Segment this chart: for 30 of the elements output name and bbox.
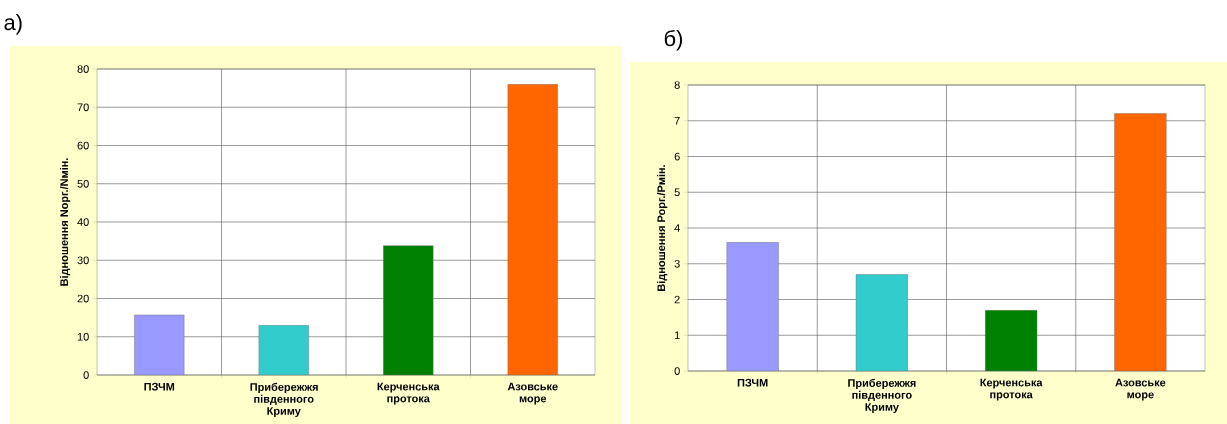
y-tick-label: 7 bbox=[674, 117, 680, 125]
y-axis-title: Відношення Nорг./Nмін. bbox=[59, 158, 71, 286]
x-tick-label: Азовське море bbox=[507, 382, 558, 405]
x-tick-label: ПЗЧМ bbox=[144, 382, 175, 391]
y-tick-label: 4 bbox=[674, 224, 680, 232]
y-tick-label: 40 bbox=[77, 218, 89, 226]
y-tick-label: 60 bbox=[77, 141, 89, 150]
y-tick-label: 1 bbox=[674, 331, 680, 340]
y-tick-label: 50 bbox=[77, 179, 89, 188]
chart-title: а) bbox=[4, 14, 22, 35]
y-tick-label: 10 bbox=[77, 332, 89, 341]
x-tick-label: Прибережжя південного Криму bbox=[848, 378, 916, 413]
y-tick-label: 5 bbox=[674, 188, 680, 197]
y-tick-label: 80 bbox=[77, 65, 89, 73]
x-tick-label: Прибережжя південного Криму bbox=[250, 382, 318, 417]
y-tick-label: 20 bbox=[77, 294, 89, 303]
chart-title: б) bbox=[664, 29, 683, 51]
y-tick-label: 2 bbox=[674, 295, 680, 304]
y-tick-label: 6 bbox=[674, 152, 680, 161]
y-axis-title: Відношення Рорг./Рмін. bbox=[657, 165, 668, 291]
x-tick-label: Керченська протока bbox=[377, 382, 440, 405]
x-tick-label: Керченська протока bbox=[980, 378, 1043, 401]
x-tick-label: ПЗЧМ bbox=[737, 378, 768, 387]
y-tick-label: 8 bbox=[674, 81, 680, 89]
y-tick-label: 0 bbox=[83, 371, 89, 379]
x-tick-label: Азовське море bbox=[1115, 378, 1166, 401]
y-tick-label: 0 bbox=[674, 367, 680, 375]
y-tick-label: 3 bbox=[674, 259, 680, 268]
y-tick-label: 30 bbox=[77, 256, 89, 265]
y-tick-label: 70 bbox=[77, 103, 89, 112]
